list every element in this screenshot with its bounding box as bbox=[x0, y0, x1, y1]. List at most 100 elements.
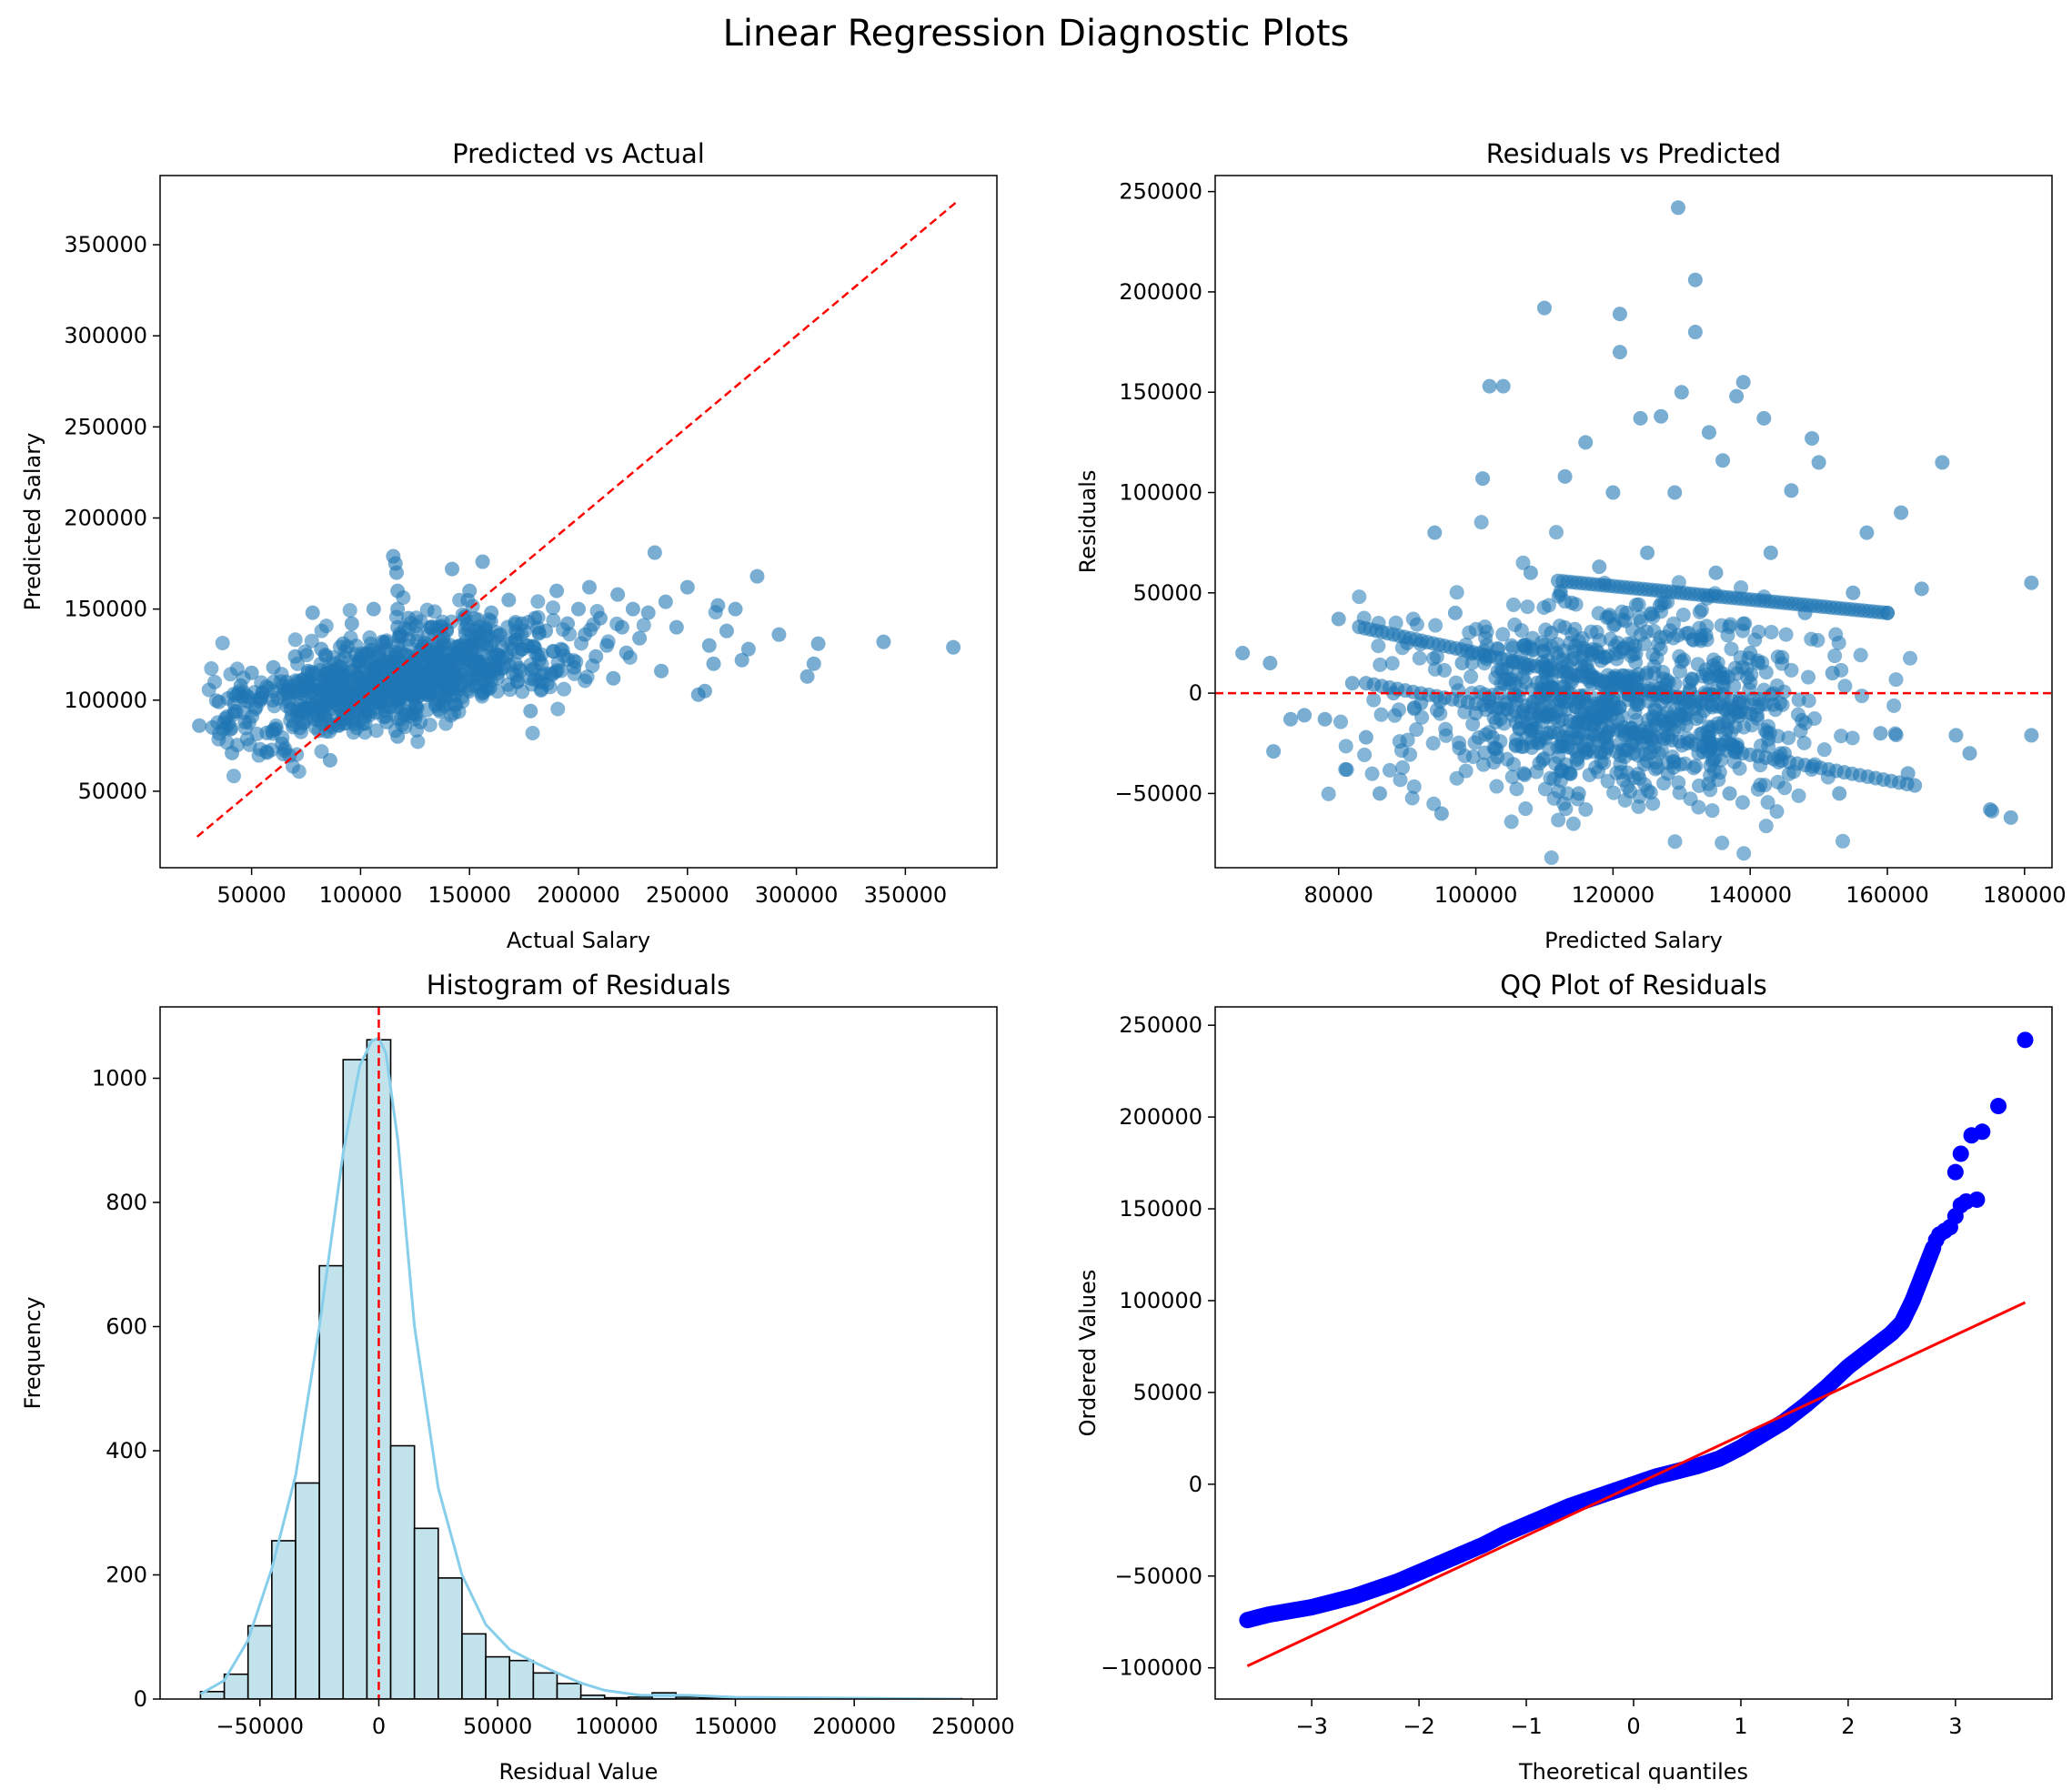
scatter-point bbox=[388, 565, 404, 580]
scatter-point bbox=[1797, 605, 1813, 620]
histogram-bar bbox=[223, 1673, 249, 1699]
scatter-point bbox=[1357, 747, 1373, 762]
scatter-point bbox=[1675, 607, 1691, 622]
scatter-point bbox=[1475, 471, 1491, 487]
x-tick-label: 140000 bbox=[1708, 882, 1792, 908]
scatter-point bbox=[1702, 671, 1717, 687]
histogram-bar bbox=[342, 1059, 368, 1699]
panel-title: Residuals vs Predicted bbox=[1486, 138, 1781, 169]
scatter-point bbox=[1801, 669, 1816, 685]
y-tick-label: 0 bbox=[1189, 680, 1202, 706]
scatter-point bbox=[654, 663, 669, 679]
scatter-point bbox=[458, 608, 473, 624]
scatter-point bbox=[1524, 720, 1539, 736]
scatter-point bbox=[1382, 762, 1397, 778]
scatter-point bbox=[390, 583, 406, 598]
scatter-point bbox=[1660, 715, 1675, 730]
scatter-point bbox=[669, 619, 684, 635]
histogram-bar bbox=[318, 1264, 345, 1699]
scatter-point bbox=[1630, 766, 1645, 781]
scatter-point bbox=[1564, 595, 1580, 610]
scatter-point bbox=[1558, 757, 1574, 772]
histogram-bar bbox=[437, 1577, 463, 1699]
scatter-point bbox=[336, 636, 351, 651]
scatter-point bbox=[1749, 708, 1765, 723]
scatter-point bbox=[1631, 799, 1646, 814]
scatter-point bbox=[1553, 692, 1568, 708]
scatter-point bbox=[514, 627, 529, 642]
scatter-point bbox=[1845, 730, 1860, 746]
scatter-point bbox=[1544, 850, 1559, 865]
scatter-point bbox=[1715, 835, 1730, 850]
scatter-point bbox=[1544, 679, 1559, 695]
y-tick-label: 100000 bbox=[1119, 480, 1202, 506]
scatter-point bbox=[1364, 766, 1380, 781]
scatter-point bbox=[1603, 631, 1618, 647]
scatter-point bbox=[658, 594, 673, 609]
histogram-bar bbox=[271, 1540, 297, 1699]
x-tick-label: −3 bbox=[1295, 1714, 1327, 1739]
scatter-point bbox=[1645, 709, 1661, 724]
scatter-point bbox=[1235, 645, 1251, 660]
scatter-point bbox=[1551, 784, 1566, 799]
scatter-point bbox=[259, 725, 275, 740]
scatter-point bbox=[1515, 739, 1531, 754]
scatter-point bbox=[1887, 726, 1903, 741]
x-tick-label: 250000 bbox=[646, 882, 729, 908]
scatter-point bbox=[1735, 375, 1751, 390]
scatter-point bbox=[1715, 453, 1731, 468]
scatter-point bbox=[1297, 708, 1313, 723]
scatter-point bbox=[1894, 505, 1909, 520]
scatter-point bbox=[1512, 720, 1527, 736]
x-tick-label: 50000 bbox=[216, 882, 286, 908]
scatter-point bbox=[1409, 617, 1424, 632]
scatter-point bbox=[1667, 834, 1683, 850]
scatter-point bbox=[771, 627, 787, 642]
y-axis-label: Ordered Values bbox=[1075, 1270, 1101, 1437]
scatter-point bbox=[405, 659, 420, 675]
scatter-point bbox=[1606, 785, 1622, 800]
scatter-point bbox=[1948, 728, 1964, 743]
scatter-point bbox=[475, 554, 490, 569]
scatter-point bbox=[1425, 736, 1441, 751]
scatter-point bbox=[1646, 666, 1662, 681]
scatter-point bbox=[390, 729, 406, 744]
scatter-point bbox=[1578, 801, 1594, 817]
y-tick-label: 350000 bbox=[64, 232, 147, 257]
qq-point bbox=[1952, 1145, 1969, 1162]
scatter-point bbox=[1548, 525, 1564, 540]
scatter-point bbox=[370, 674, 386, 689]
y-tick-label: 200000 bbox=[1119, 279, 1202, 305]
scatter-point bbox=[1605, 485, 1621, 500]
y-tick-label: 150000 bbox=[1119, 1196, 1202, 1222]
qq-point bbox=[2017, 1031, 2034, 1049]
x-tick-label: 150000 bbox=[694, 1714, 778, 1739]
scatter-point bbox=[1793, 723, 1808, 739]
scatter-point bbox=[1761, 739, 1776, 754]
scatter-point bbox=[1846, 585, 1861, 600]
scatter-point bbox=[291, 764, 307, 779]
qq-point bbox=[1974, 1123, 1991, 1141]
scatter-point bbox=[1584, 624, 1599, 639]
scatter-point bbox=[304, 633, 319, 649]
scatter-point bbox=[588, 649, 604, 664]
scatter-point bbox=[259, 744, 275, 759]
x-tick-label: 3 bbox=[1948, 1714, 1962, 1739]
scatter-point bbox=[1791, 788, 1806, 803]
scatter-point bbox=[375, 634, 390, 649]
scatter-point bbox=[204, 661, 219, 677]
y-tick-label: −100000 bbox=[1101, 1655, 1202, 1681]
axes-frame bbox=[1214, 1006, 2053, 1700]
scatter-point bbox=[542, 679, 558, 695]
scatter-point bbox=[1571, 786, 1586, 801]
scatter-point bbox=[1747, 632, 1763, 648]
plot-area bbox=[199, 1007, 962, 1699]
scatter-point bbox=[1282, 711, 1298, 727]
scatter-point bbox=[1811, 455, 1826, 470]
scatter-point bbox=[1736, 846, 1752, 861]
x-axis-label: Predicted Salary bbox=[1544, 928, 1723, 953]
scatter-point bbox=[1467, 735, 1483, 750]
scatter-point bbox=[1489, 741, 1504, 757]
scatter-point bbox=[1463, 669, 1479, 684]
scatter-point bbox=[1518, 640, 1534, 656]
